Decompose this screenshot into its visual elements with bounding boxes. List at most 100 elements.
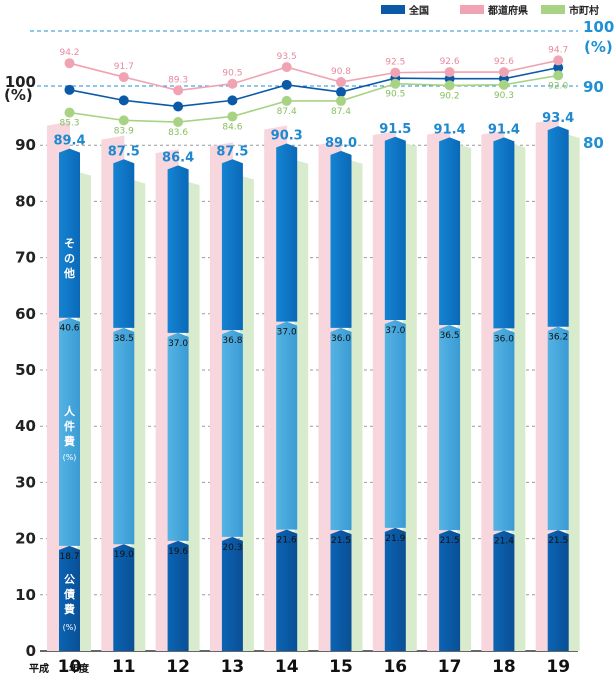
line-point bbox=[227, 78, 238, 89]
label-debt-unit: (%) bbox=[63, 623, 77, 632]
x-tick-label: 12 bbox=[166, 657, 190, 677]
bar-segment-label: 21.4 bbox=[494, 537, 514, 547]
line-point-label: 83.9 bbox=[114, 126, 134, 136]
legend-swatch bbox=[460, 5, 484, 14]
line-point bbox=[173, 101, 184, 112]
legend-label: 全国 bbox=[408, 4, 429, 17]
bar-total-label: 86.4 bbox=[162, 150, 194, 165]
bar-total-label: 93.4 bbox=[542, 111, 574, 126]
y-tick-label: 50 bbox=[15, 361, 36, 379]
bar-municipality bbox=[77, 171, 91, 651]
x-tick-label: 13 bbox=[221, 657, 245, 677]
bar-segment bbox=[439, 530, 461, 651]
x-tick-label: 17 bbox=[438, 657, 462, 677]
line-point bbox=[64, 107, 75, 118]
label-other-char: そ bbox=[64, 237, 75, 250]
label-debt: 公債費 bbox=[63, 573, 75, 616]
bar-segment-label: 37.0 bbox=[385, 326, 405, 336]
line-point-label: 87.4 bbox=[277, 107, 297, 117]
bar-municipality bbox=[565, 133, 580, 651]
bar-group: 21.6 37.0 90.3 14 bbox=[264, 125, 309, 677]
line-path bbox=[69, 66, 559, 108]
y-axis-ticks: 0 10 20 30 40 50 60 70 80 90 100 bbox=[5, 73, 36, 660]
bar-segment-label: 36.8 bbox=[222, 336, 242, 346]
line-point bbox=[444, 80, 455, 91]
line-point-label: 92.0 bbox=[548, 81, 568, 91]
line-point bbox=[64, 58, 75, 69]
right-axis-unit: (%) bbox=[584, 38, 613, 56]
bar-segment-label: 37.0 bbox=[168, 339, 188, 349]
bar-segment-label: 20.3 bbox=[222, 543, 242, 553]
bar-segment-label: 21.5 bbox=[331, 536, 351, 546]
line-series-group bbox=[64, 62, 564, 112]
line-point-label: 92.5 bbox=[385, 58, 405, 68]
label-debt-char: 費 bbox=[63, 602, 75, 616]
bar-segment-label: 19.0 bbox=[114, 550, 134, 560]
bar-group: 21.5 36.2 93.4 19 bbox=[535, 111, 580, 677]
x-tick-label: 11 bbox=[112, 657, 136, 677]
y-tick-label: 10 bbox=[15, 586, 36, 604]
bar-group: 19.6 37.0 86.4 12 bbox=[155, 149, 200, 677]
line-point bbox=[553, 70, 564, 81]
bar-municipality bbox=[457, 144, 472, 652]
x-tick-label: 10 bbox=[58, 657, 82, 677]
bar-segment bbox=[547, 530, 569, 651]
bar-segment bbox=[276, 143, 298, 322]
label-personnel-unit: (%) bbox=[63, 453, 77, 462]
bar-segment-label: 37.0 bbox=[277, 328, 297, 338]
x-tick-label: 15 bbox=[329, 657, 353, 677]
bar-municipality bbox=[185, 181, 200, 651]
bar-segment-label: 18.7 bbox=[59, 552, 79, 562]
line-point-label: 90.8 bbox=[331, 67, 351, 77]
label-personnel-char: 費 bbox=[63, 434, 75, 448]
bar-segment-label: 36.5 bbox=[440, 331, 460, 341]
y-tick-label: 80 bbox=[15, 192, 36, 210]
y-tick-label: 70 bbox=[15, 249, 36, 267]
line-point bbox=[498, 79, 509, 90]
x-axis-prefix: 平成 bbox=[29, 662, 49, 675]
bar-group: 20.3 36.8 87.5 13 bbox=[209, 142, 254, 677]
line-point bbox=[444, 67, 455, 78]
bar-segment bbox=[384, 527, 406, 651]
bar-segment bbox=[167, 540, 189, 651]
line-point bbox=[553, 62, 564, 73]
line-point bbox=[336, 77, 346, 88]
line-point-label: 83.6 bbox=[168, 128, 188, 138]
line-point bbox=[64, 84, 75, 95]
line-point bbox=[281, 95, 292, 106]
label-other: その他 bbox=[63, 237, 75, 280]
label-personnel-char: 件 bbox=[64, 419, 75, 433]
right-tick-label: 80 bbox=[583, 134, 604, 152]
x-tick-label: 14 bbox=[275, 657, 299, 677]
legend-label: 市町村 bbox=[569, 4, 599, 17]
line-point-label: 92.6 bbox=[440, 57, 460, 67]
legend-label: 都道府県 bbox=[487, 4, 528, 17]
line-point-label: 90.2 bbox=[440, 91, 460, 101]
legend: 全国 都道府県 市町村 bbox=[381, 4, 599, 17]
line-point-label: 89.3 bbox=[168, 75, 188, 85]
line-series: 94.2 91.7 89.3 90.5 93.5 90.8 92.5 92.6 92.6 94.7… bbox=[59, 45, 568, 138]
bar-segment-label: 36.0 bbox=[494, 334, 514, 344]
bar-segment bbox=[493, 328, 515, 531]
bar-group: 18.7 40.6 89.4 10 bbox=[47, 121, 91, 677]
line-point bbox=[118, 95, 129, 106]
legend-swatch bbox=[541, 5, 565, 14]
bar-segment bbox=[384, 136, 406, 320]
bar-total-label: 91.4 bbox=[488, 122, 520, 137]
x-tick-label: 18 bbox=[492, 657, 516, 677]
right-tick-label: 90 bbox=[583, 78, 604, 96]
bar-group: 21.4 36.0 91.4 18 bbox=[481, 122, 526, 677]
line-point bbox=[336, 87, 346, 98]
bars: 18.7 40.6 89.4 10 19.0 38.5 87.5 11 19.6 37.0 86.4… bbox=[47, 111, 580, 677]
label-debt-char: 債 bbox=[63, 587, 75, 601]
y-tick-label: 40 bbox=[15, 417, 36, 435]
bar-segment-label: 36.2 bbox=[548, 333, 568, 343]
line-point-label: 90.5 bbox=[222, 69, 242, 79]
label-personnel: 人件費 bbox=[63, 404, 76, 448]
bar-segment bbox=[113, 544, 135, 651]
bar-segment-label: 40.6 bbox=[59, 324, 79, 334]
bar-segment bbox=[330, 150, 352, 328]
line-point-label: 94.2 bbox=[59, 48, 79, 58]
bar-segment bbox=[221, 159, 243, 331]
